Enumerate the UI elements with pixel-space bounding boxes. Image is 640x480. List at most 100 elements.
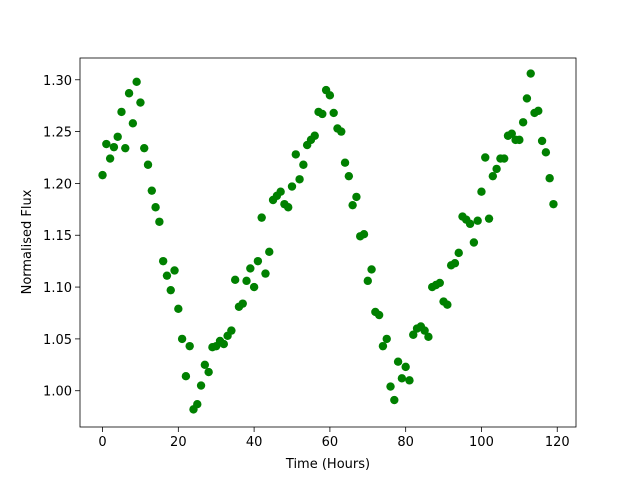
point [359, 230, 369, 239]
point [200, 360, 210, 370]
point [174, 304, 183, 314]
x-tick-label: 20 [170, 435, 187, 450]
point [204, 367, 213, 377]
y-tick-label: 1.20 [43, 177, 72, 192]
point [257, 213, 266, 222]
point [121, 143, 130, 153]
point [181, 372, 191, 381]
point [325, 91, 335, 100]
point [249, 282, 259, 292]
point [507, 129, 516, 138]
point [329, 108, 338, 118]
point [185, 341, 194, 351]
point [318, 109, 327, 119]
point [295, 175, 304, 184]
point [382, 334, 391, 344]
point [299, 160, 308, 169]
point [337, 127, 346, 136]
point [545, 174, 554, 183]
point [102, 139, 111, 149]
point [284, 203, 293, 212]
point [541, 148, 551, 157]
point [378, 341, 388, 351]
x-tick-label: 0 [98, 435, 106, 450]
point [405, 376, 414, 385]
point [238, 299, 247, 308]
point [518, 118, 528, 127]
point [397, 374, 407, 383]
point [170, 266, 179, 275]
point [450, 259, 460, 268]
x-tick-label: 120 [545, 435, 570, 450]
y-axis-label: Normalised Flux [20, 189, 35, 294]
point [291, 150, 300, 159]
point [537, 136, 547, 146]
point [158, 256, 168, 266]
point [265, 247, 274, 257]
point [166, 285, 175, 295]
point [424, 332, 433, 342]
point [484, 214, 494, 223]
point [465, 219, 475, 229]
point [109, 142, 119, 152]
point [488, 171, 498, 181]
point [367, 265, 376, 274]
point [390, 395, 399, 405]
y-tick-label: 1.30 [43, 74, 72, 89]
point [473, 216, 482, 225]
point [469, 238, 479, 247]
point [481, 153, 490, 162]
point [492, 164, 501, 174]
point [128, 119, 138, 128]
point [363, 276, 372, 286]
x-axis-label: Time (Hours) [285, 457, 370, 472]
point [435, 278, 444, 288]
point [522, 94, 532, 103]
plot-frame [79, 57, 577, 428]
point [242, 276, 251, 286]
point [348, 200, 357, 210]
point [253, 256, 263, 266]
point [113, 132, 122, 141]
point [246, 264, 255, 273]
point [140, 143, 149, 153]
point [230, 275, 240, 285]
point [526, 69, 535, 78]
point [276, 187, 285, 196]
point [499, 154, 509, 163]
point [340, 158, 350, 167]
point [454, 248, 463, 258]
point [136, 98, 145, 107]
y-tick-label: 1.25 [43, 126, 72, 141]
point [344, 171, 354, 181]
y-tick-label: 1.05 [43, 333, 72, 348]
y-tick-label: 1.00 [43, 385, 72, 400]
point [420, 326, 429, 335]
y-tick-label: 1.15 [43, 229, 72, 244]
point [287, 182, 297, 191]
point [227, 326, 236, 335]
point [534, 106, 543, 116]
point [155, 217, 164, 226]
point [193, 399, 202, 409]
point [409, 330, 418, 339]
point [261, 269, 270, 278]
point [162, 271, 172, 280]
point [147, 186, 157, 195]
point [132, 77, 141, 87]
point [374, 310, 384, 320]
point [177, 334, 187, 344]
point [401, 362, 410, 372]
point [219, 339, 228, 349]
point [143, 160, 153, 169]
point [151, 203, 160, 212]
point [477, 187, 486, 196]
point [310, 131, 319, 140]
point [393, 357, 403, 366]
point [386, 382, 395, 391]
x-tick-label: 80 [397, 435, 414, 450]
point [98, 170, 107, 180]
point [515, 135, 524, 145]
